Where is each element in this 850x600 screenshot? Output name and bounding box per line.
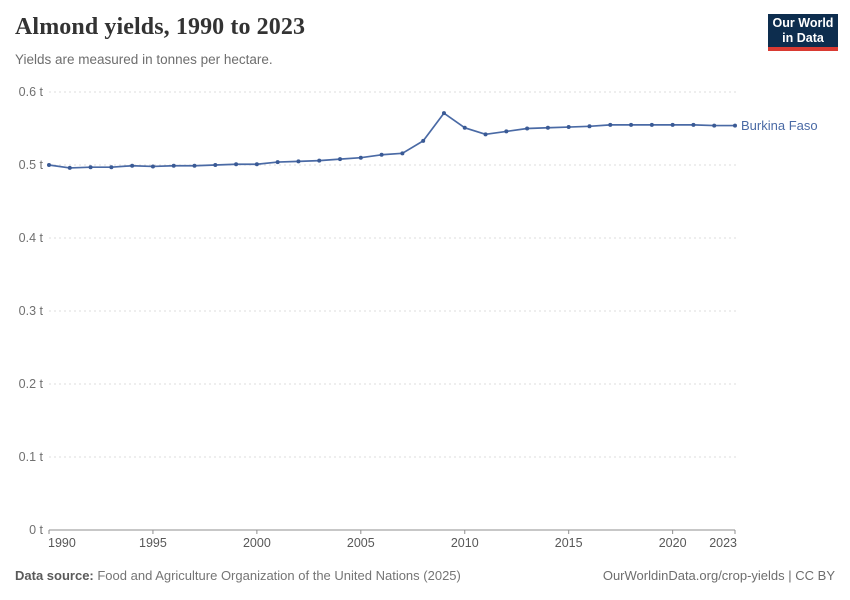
data-point-2007 xyxy=(400,151,405,156)
data-source-text: Food and Agriculture Organization of the… xyxy=(93,568,461,583)
data-point-2009 xyxy=(441,111,446,116)
data-point-1997 xyxy=(192,163,197,168)
x-axis-tick-label: 2005 xyxy=(347,536,375,550)
data-point-2021 xyxy=(691,122,696,127)
data-point-2019 xyxy=(649,122,654,127)
y-axis-tick-label: 0.3 t xyxy=(19,304,44,318)
data-point-1999 xyxy=(234,162,239,167)
data-point-1992 xyxy=(88,165,93,170)
data-point-2002 xyxy=(296,159,301,164)
data-point-2005 xyxy=(358,155,363,160)
data-point-2011 xyxy=(483,132,488,137)
data-point-2017 xyxy=(608,122,613,127)
data-point-1990 xyxy=(47,163,51,167)
data-point-2020 xyxy=(670,122,675,127)
y-axis-tick-label: 0.1 t xyxy=(19,450,44,464)
data-point-2006 xyxy=(379,152,384,157)
chart-subtitle: Yields are measured in tonnes per hectar… xyxy=(15,52,273,67)
y-axis-tick-label: 0.2 t xyxy=(19,377,44,391)
data-point-2023 xyxy=(733,123,737,128)
data-point-1994 xyxy=(130,163,135,168)
x-axis-tick-label: 1990 xyxy=(48,536,76,550)
data-point-1993 xyxy=(109,165,114,170)
x-axis-tick-label: 2000 xyxy=(243,536,271,550)
y-axis-tick-label: 0.5 t xyxy=(19,158,44,172)
data-point-2022 xyxy=(712,123,717,128)
line-chart-canvas: 0 t 0.1 t 0.2 t 0.3 t 0.4 t 0.5 t 0.6 t 1990 199… xyxy=(19,85,818,550)
y-axis-tick-label: 0 t xyxy=(29,523,43,537)
x-axis-tick-label: 1995 xyxy=(139,536,167,550)
data-point-2016 xyxy=(587,124,592,129)
series-entity-label: Burkina Faso xyxy=(741,118,818,133)
chart-footer: Data source: Food and Agriculture Organi… xyxy=(15,568,835,583)
x-axis-tick-label: 2020 xyxy=(659,536,687,550)
data-point-1996 xyxy=(171,163,176,168)
data-point-1995 xyxy=(150,164,155,169)
data-point-2018 xyxy=(629,122,634,127)
y-axis-tick-label: 0.4 t xyxy=(19,231,44,245)
data-line xyxy=(48,112,735,169)
data-point-2010 xyxy=(462,125,467,130)
x-axis-tick-label: 2015 xyxy=(555,536,583,550)
data-point-2004 xyxy=(338,157,343,162)
data-point-2014 xyxy=(545,125,550,130)
owid-logo-line1: Our World xyxy=(772,15,834,30)
chart-title: Almond yields, 1990 to 2023 xyxy=(15,14,306,40)
data-point-1998 xyxy=(213,163,218,167)
data-point-2003 xyxy=(317,158,322,163)
data-point-2012 xyxy=(504,129,509,134)
y-axis-tick-label: 0.6 t xyxy=(19,85,44,99)
data-point-2013 xyxy=(525,126,530,131)
owid-logo-line2: in Data xyxy=(782,30,824,45)
data-source-note: Data source: Food and Agriculture Organi… xyxy=(15,568,461,583)
data-source-label: Data source: xyxy=(15,568,94,583)
data-point-1991 xyxy=(67,165,72,170)
license-credit-link[interactable]: OurWorldinData.org/crop-yields | CC BY xyxy=(602,568,835,583)
data-point-2000 xyxy=(254,162,259,167)
data-point-2015 xyxy=(566,125,571,130)
x-axis-tick-label: 2023 xyxy=(709,536,737,550)
data-point-2008 xyxy=(421,138,426,143)
data-point-2001 xyxy=(275,160,280,165)
owid-logo[interactable]: Our World in Data xyxy=(768,14,838,51)
x-axis-tick-label: 2010 xyxy=(451,536,479,550)
